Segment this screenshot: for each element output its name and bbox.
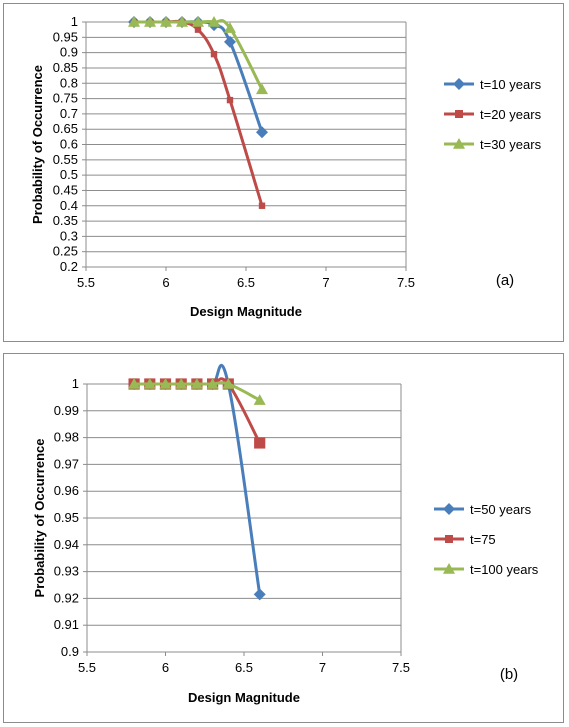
chart-b-legend-label: t=100 years <box>470 562 539 577</box>
chart-b-y-axis-title: Probability of Occurrence <box>32 439 47 598</box>
chart-b-legend-item: t=50 years <box>434 502 532 517</box>
chart-a-y-tick-label: 0.6 <box>60 137 78 152</box>
chart-b-y-tick-label: 0.93 <box>54 564 79 579</box>
chart-a-y-tick-label: 0.25 <box>53 244 78 259</box>
chart-a-y-tick-label: 0.2 <box>60 259 78 274</box>
chart-a-data-point <box>226 96 234 104</box>
chart-b-y-tick-label: 0.99 <box>54 403 79 418</box>
chart-a-data-point <box>176 16 188 27</box>
chart-a-y-tick-label: 0.95 <box>53 29 78 44</box>
chart-b-y-tick-label: 0.91 <box>54 617 79 632</box>
chart-panel-a: 0.2 0.25 0.3 0.35 0.4 0.45 0.5 0.55 0.6 0.65 0.7 0.… <box>3 3 564 342</box>
chart-panel-b: 0.9 0.91 0.92 0.93 0.94 0.95 0.96 0.97 0.98 0.99 1… <box>3 353 564 723</box>
chart-a-y-axis-title: Probability of Occurrence <box>30 65 45 224</box>
chart-b-legend-marker <box>445 535 453 543</box>
chart-b-data-point <box>128 378 141 389</box>
chart-b-x-tick-label: 7 <box>319 660 326 675</box>
chart-a-data-point <box>194 26 202 33</box>
chart-b-x-tick-label: 7.5 <box>392 660 410 675</box>
chart-b-legend-label: t=50 years <box>470 502 532 517</box>
chart-b-y-tick-label: 0.94 <box>54 537 79 552</box>
chart-b-y-tick-label: 0.9 <box>61 644 79 659</box>
chart-b-panel-label: (b) <box>500 666 518 683</box>
chart-a-data-point <box>258 202 266 209</box>
chart-b-y-tick-label: 0.92 <box>54 590 79 605</box>
chart-b-legend-item: t=75 <box>434 532 496 547</box>
chart-a-data-point <box>210 50 218 58</box>
chart-a-series-3 <box>128 16 268 95</box>
chart-a-legend-label: t=30 years <box>480 137 542 152</box>
chart-a-y-tick-label: 0.55 <box>53 152 78 167</box>
chart-a-panel-label: (a) <box>496 272 514 289</box>
chart-b-series-3 <box>128 378 266 405</box>
chart-a-y-tick-label: 0.4 <box>60 198 78 213</box>
chart-b-data-point <box>253 394 266 405</box>
chart-b-data-point <box>190 378 203 389</box>
chart-b-y-tick-label: 0.98 <box>54 430 79 445</box>
chart-a-legend-label: t=20 years <box>480 107 542 122</box>
chart-b-legend-label: t=75 <box>470 532 496 547</box>
chart-a-x-tick-label: 5.5 <box>77 275 95 290</box>
chart-a-y-tick-label: 0.5 <box>60 167 78 182</box>
chart-a-y-tick-label: 1 <box>71 14 78 29</box>
chart-b-data-point <box>222 378 235 389</box>
chart-a-svg: 0.20.250.30.350.40.450.50.550.60.650.70.… <box>30 14 542 319</box>
chart-b-data-point <box>175 378 188 389</box>
chart-a-data-point <box>224 35 236 48</box>
chart-a-legend-item: t=30 years <box>444 137 542 152</box>
chart-a-y-tick-label: 0.3 <box>60 228 78 243</box>
chart-b-y-tick-label: 1 <box>72 376 79 391</box>
chart-b-x-tick-label: 6 <box>162 660 169 675</box>
chart-a-data-point <box>224 22 236 33</box>
chart-a-y-tick-label: 0.75 <box>53 91 78 106</box>
chart-b-y-tick-label: 0.95 <box>54 510 79 525</box>
chart-a-legend-marker <box>455 110 463 118</box>
chart-a-y-tick-label: 0.45 <box>53 182 78 197</box>
chart-a-y-tick-label: 0.85 <box>53 60 78 75</box>
chart-a-legend-marker <box>453 78 465 90</box>
chart-a-data-point <box>208 16 220 27</box>
chart-a-data-point <box>144 16 156 27</box>
chart-b-data-point <box>253 588 266 601</box>
chart-b-data-point <box>206 378 219 389</box>
chart-a-x-axis-title: Design Magnitude <box>190 304 302 319</box>
chart-b-legend-marker <box>443 563 455 574</box>
chart-a-data-point <box>192 16 204 27</box>
chart-a-data-point <box>160 16 172 27</box>
chart-b-y-tick-label: 0.97 <box>54 456 79 471</box>
chart-a-y-tick-label: 0.9 <box>60 45 78 60</box>
chart-b-legend-marker <box>443 503 455 515</box>
chart-a-x-tick-label: 6.5 <box>237 275 255 290</box>
chart-a-legend-label: t=10 years <box>480 77 542 92</box>
chart-b-data-point <box>254 437 266 449</box>
chart-a-y-tick-label: 0.8 <box>60 75 78 90</box>
chart-a-x-tick-label: 7 <box>322 275 329 290</box>
chart-b-data-point <box>159 378 172 389</box>
chart-b-x-tick-label: 6.5 <box>235 660 253 675</box>
chart-a-data-point <box>256 126 268 139</box>
chart-a-legend-marker <box>453 138 465 149</box>
chart-b-data-point <box>143 378 156 389</box>
chart-b-legend-item: t=100 years <box>434 562 539 577</box>
chart-a-legend-item: t=10 years <box>444 77 542 92</box>
chart-b-svg: 0.9 0.91 0.92 0.93 0.94 0.95 0.96 0.97 0.98 0.99 1… <box>32 363 539 705</box>
chart-a-data-point <box>256 83 268 95</box>
chart-b-x-tick-label: 5.5 <box>78 660 96 675</box>
chart-a-legend-item: t=20 years <box>444 107 542 122</box>
chart-a-data-point <box>128 16 140 27</box>
chart-a-x-tick-label: 6 <box>162 275 169 290</box>
chart-b-y-tick-label: 0.96 <box>54 483 79 498</box>
chart-b-x-axis-title: Design Magnitude <box>188 690 300 705</box>
chart-a-x-tick-label: 7.5 <box>397 275 415 290</box>
chart-a-y-tick-label: 0.65 <box>53 121 78 136</box>
chart-a-y-tick-label: 0.7 <box>60 106 78 121</box>
chart-a-y-tick-label: 0.35 <box>53 213 78 228</box>
